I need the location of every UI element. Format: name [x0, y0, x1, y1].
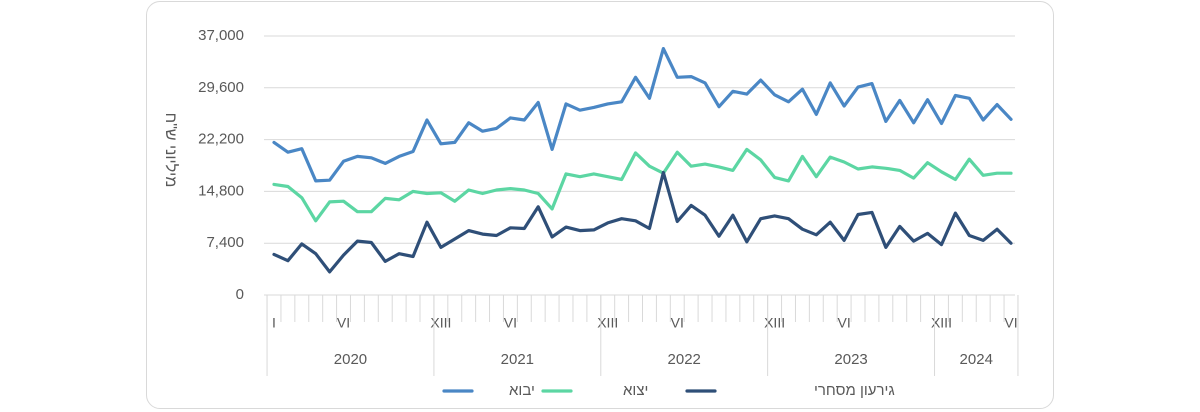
line-chart: 37,000 29,600 22,200 14,800 7,400 0 I VI XIII VI… [162, 27, 1019, 399]
x-month-tick-label: VI [1004, 315, 1017, 331]
gridlines [264, 35, 1015, 296]
series-line-0 [272, 47, 1013, 183]
y-axis-ticks: 37,000 29,600 22,200 14,800 7,400 0 [198, 27, 244, 303]
y-axis-label: מיליוני ש"ח [162, 113, 180, 188]
y-tick-label: 14,800 [198, 182, 244, 199]
x-year-label: 2022 [668, 351, 701, 368]
x-month-tick-label: XIII [931, 315, 952, 331]
x-axis: I VI XIII VI XIII VI XIII VI XIII VI 2020 2021 2022 2… [266, 295, 1019, 376]
x-month-tick-label: XIII [764, 315, 785, 331]
chart-card: 37,000 29,600 22,200 14,800 7,400 0 I VI XIII VI… [146, 1, 1054, 409]
x-month-tick-label: XIII [430, 315, 451, 331]
x-year-label: 2021 [501, 351, 534, 368]
x-month-tick-label: VI [337, 315, 350, 331]
y-tick-label: 37,000 [198, 27, 244, 44]
x-month-tick-label: XIII [597, 315, 618, 331]
y-tick-label: 22,200 [198, 131, 244, 148]
x-month-tick-label: VI [838, 315, 851, 331]
legend: יבוא יצוא גירעון מסחרי [442, 382, 895, 399]
x-month-tick-label: VI [671, 315, 684, 331]
series-line-1 [272, 147, 1013, 223]
x-month-tick-label: VI [504, 315, 517, 331]
series-lines [272, 47, 1013, 274]
y-tick-label: 0 [236, 286, 244, 303]
x-year-label: 2023 [834, 351, 867, 368]
legend-label: גירעון מסחרי [814, 382, 895, 399]
x-month-tick-label: I [272, 315, 276, 331]
x-year-label: 2020 [334, 351, 367, 368]
series-line-2 [272, 170, 1013, 274]
legend-label: יצוא [623, 382, 648, 399]
y-tick-label: 7,400 [206, 234, 244, 251]
x-year-label: 2024 [960, 351, 993, 368]
y-tick-label: 29,600 [198, 79, 244, 96]
legend-label: יבוא [509, 382, 535, 399]
